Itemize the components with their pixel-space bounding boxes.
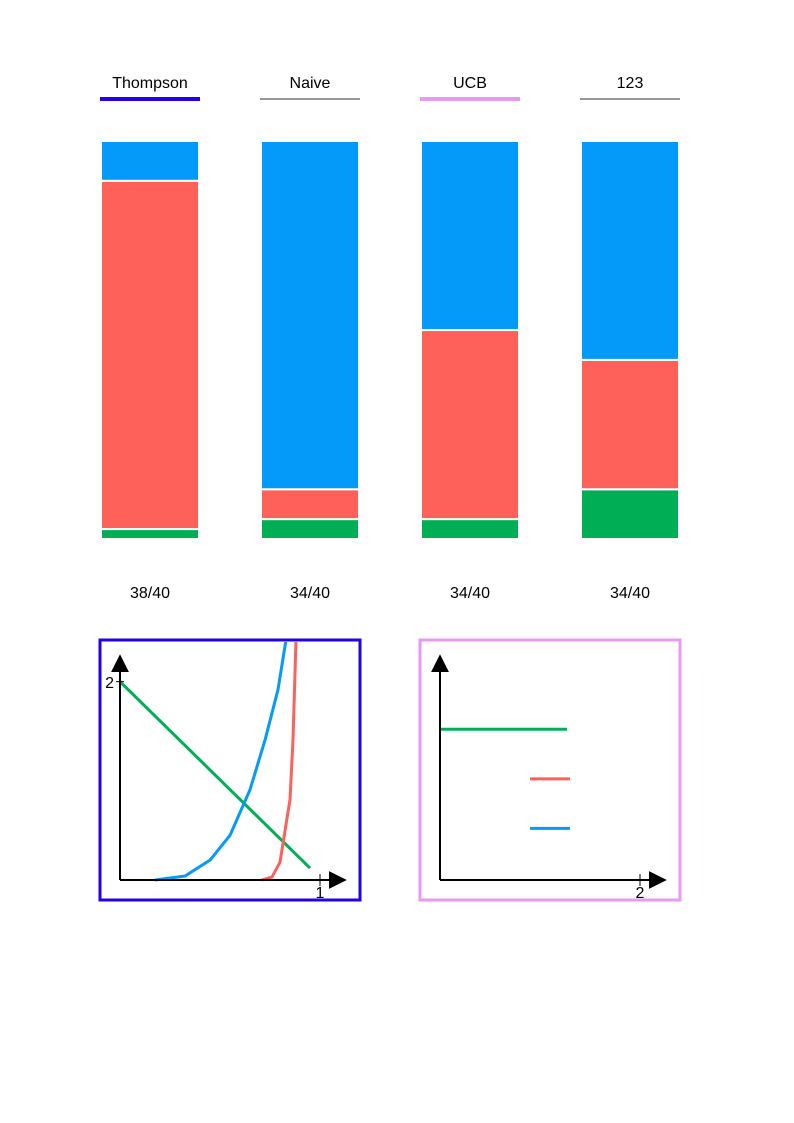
column-title: Naive — [290, 75, 331, 92]
bar-segment — [100, 179, 200, 531]
score: 38/40 — [130, 585, 170, 602]
bar-segment — [420, 329, 520, 521]
bar-segment — [580, 358, 680, 491]
y-tick-label: 2 — [105, 675, 114, 692]
bar-segment — [100, 140, 200, 182]
score: 34/40 — [290, 585, 330, 602]
chart-frame — [418, 638, 682, 902]
column-title: 123 — [617, 75, 644, 92]
x-tick-label: 1 — [316, 885, 325, 902]
bar-segment — [100, 528, 200, 540]
column-title: UCB — [453, 75, 487, 92]
score: 34/40 — [610, 585, 650, 602]
line — [261, 642, 298, 882]
bar-segment — [580, 140, 680, 361]
bar-segment — [260, 140, 360, 491]
line — [118, 680, 312, 870]
score: 34/40 — [450, 585, 490, 602]
column-title: Thompson — [112, 75, 188, 92]
line — [154, 642, 288, 882]
x-tick-label: 2 — [636, 885, 645, 902]
bar-segment — [420, 140, 520, 332]
bar-segment — [420, 518, 520, 540]
bar-segment — [260, 488, 360, 521]
plot — [440, 727, 570, 830]
bar-segment — [260, 518, 360, 540]
chart-frame — [98, 638, 362, 902]
bar-segment — [580, 488, 680, 540]
plot — [118, 642, 312, 882]
